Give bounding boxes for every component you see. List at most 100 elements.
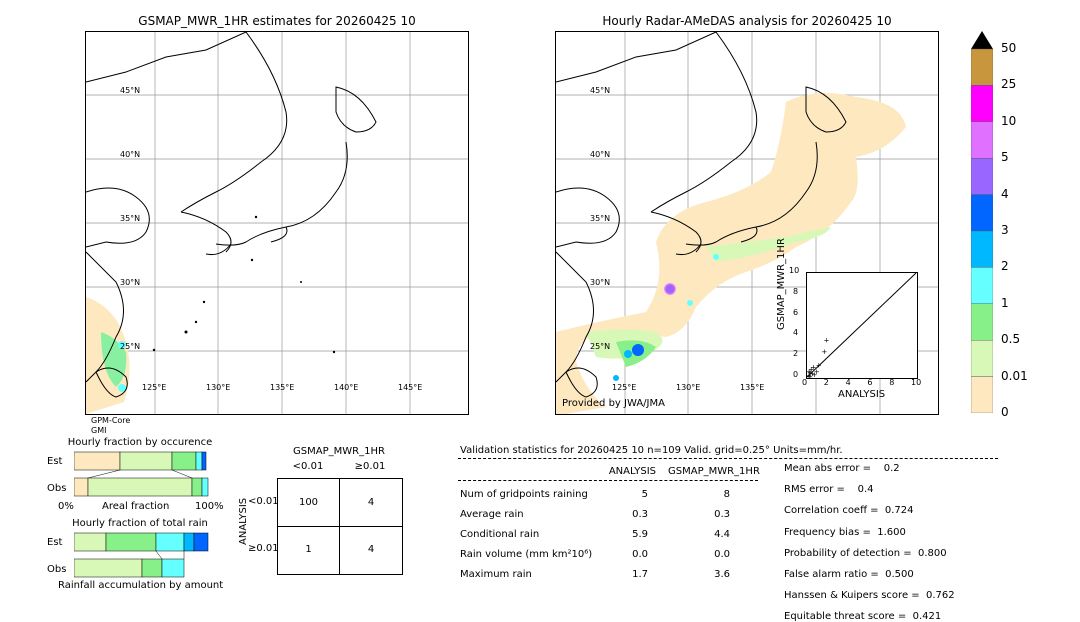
validation-subdivider xyxy=(458,480,758,481)
tr-est-seg-2 xyxy=(105,532,157,552)
contingency-title: GSMAP_MWR_1HR xyxy=(293,446,385,457)
scatter-point: + xyxy=(807,368,812,376)
right-lat-30: 30°N xyxy=(590,278,610,287)
right-lon-135: 135°E xyxy=(740,383,764,392)
validation-divider xyxy=(458,458,998,459)
scatter-ylabel: GSMAP_MWR_1HR xyxy=(776,238,787,330)
validation-score: Frequency bias = 1.600 xyxy=(784,526,906,538)
scatter-svg: ++++++++++++ xyxy=(806,272,917,381)
colorbar-label: 1 xyxy=(1001,295,1009,310)
right-lon-130: 130°E xyxy=(676,383,700,392)
occurrence-title: Hourly fraction by occurence xyxy=(67,437,213,448)
contingency-col-1: <0.01 xyxy=(292,461,324,472)
colorbar-swatch xyxy=(970,194,994,232)
validation-row-label: Num of gridpoints raining xyxy=(460,489,588,500)
scatter-point: + xyxy=(807,373,813,378)
right-rain-cell-4 xyxy=(664,283,676,295)
left-map-gridlines xyxy=(86,32,468,414)
tr-obs-seg-3 xyxy=(161,558,185,578)
tr-obs-seg-1 xyxy=(74,558,143,578)
occurrence-axis-left: 0% xyxy=(58,501,74,512)
tr-est-seg-1 xyxy=(74,532,107,552)
colorbar-label: 25 xyxy=(1001,77,1017,92)
validation-row-label: Maximum rain xyxy=(460,569,532,580)
scatter-ytick: 0 xyxy=(793,370,799,379)
contingency-row-1: <0.01 xyxy=(248,496,279,507)
left-lon-145: 145°E xyxy=(398,383,422,392)
validation-score: Probability of detection = 0.800 xyxy=(784,547,947,559)
occurrence-row-est: Est xyxy=(47,456,63,467)
scatter-point: + xyxy=(824,337,830,345)
scatter-point: + xyxy=(821,348,827,356)
validation-row-a: 5 xyxy=(641,489,648,500)
validation-row-a: 0.3 xyxy=(632,509,648,520)
tr-obs-seg-2 xyxy=(141,558,163,578)
colorbar-extend-arrow xyxy=(971,31,993,49)
validation-score: Hanssen & Kuipers score = 0.762 xyxy=(784,590,955,602)
right-map-panel: 45°N 40°N 35°N 30°N 25°N 125°E 130°E 135… xyxy=(555,31,939,415)
occurrence-axis-mid: Areal fraction xyxy=(102,501,170,512)
scatter-ylabel-wrap: GSMAP_MWR_1HR xyxy=(776,238,787,330)
colorbar-swatch xyxy=(970,157,994,195)
scatter-point: + xyxy=(814,368,820,376)
left-lat-30: 30°N xyxy=(120,278,140,287)
validation-score: RMS error = 0.4 xyxy=(784,484,874,496)
validation-header: Validation statistics for 20260425 10 n=… xyxy=(460,445,843,456)
left-map-footer-1: GPM-Core xyxy=(91,416,131,425)
contingency-cell-22: 4 xyxy=(367,544,375,555)
colorbar-swatch xyxy=(970,376,994,414)
occ-obs-seg-4 xyxy=(201,477,209,497)
colorbar-label: 0.01 xyxy=(1001,368,1028,383)
scatter-point: + xyxy=(816,362,822,370)
contingency-col-2: ≥0.01 xyxy=(354,461,386,472)
total-rain-footer: Rainfall accumulation by amount xyxy=(58,580,224,591)
scatter-point: + xyxy=(807,369,813,377)
validation-row-label: Conditional rain xyxy=(460,529,540,540)
right-lat-40: 40°N xyxy=(590,150,610,159)
scatter-ytick: 8 xyxy=(793,286,799,296)
scatter-inset: ++++++++++++ xyxy=(806,272,918,381)
validation-row-a: 5.9 xyxy=(632,529,648,540)
colorbar xyxy=(970,31,994,414)
left-map-footer-2: GMI xyxy=(91,426,107,435)
validation-score: Correlation coeff = 0.724 xyxy=(784,505,914,517)
left-lon-140: 140°E xyxy=(334,383,358,392)
occ-est-seg-5 xyxy=(201,451,207,471)
scatter-xlabel: ANALYSIS xyxy=(838,389,886,400)
right-rain-cell-6 xyxy=(713,254,719,260)
tr-est-seg-3 xyxy=(155,532,185,552)
occurrence-bars xyxy=(74,451,209,497)
left-lat-45: 45°N xyxy=(120,86,140,95)
left-small-islands xyxy=(152,215,336,354)
validation-row-g: 4.4 xyxy=(714,529,730,540)
right-coastlines xyxy=(556,32,847,398)
right-rain-band-1 xyxy=(706,227,831,262)
right-lat-25: 25°N xyxy=(590,342,610,351)
scatter-point: + xyxy=(807,372,812,378)
left-map-panel: 45°N 40°N 35°N 30°N 25°N 125°E 130°E 135… xyxy=(85,31,469,415)
occ-obs-seg-3 xyxy=(191,477,203,497)
occ-obs-seg-2 xyxy=(87,477,193,497)
left-lon-125: 125°E xyxy=(142,383,166,392)
colorbar-svg xyxy=(970,31,994,414)
tr-est-seg-5 xyxy=(193,532,209,552)
colorbar-label: 4 xyxy=(1001,186,1009,201)
validation-row-g: 0.0 xyxy=(714,549,730,560)
contingency-cell-11: 100 xyxy=(298,497,319,508)
left-map-title: GSMAP_MWR_1HR estimates for 20260425 10 xyxy=(138,14,416,28)
colorbar-swatch xyxy=(970,340,994,377)
occ-est-seg-1 xyxy=(74,451,121,471)
right-rain-cell-2 xyxy=(624,350,632,358)
scatter-ytick: 4 xyxy=(793,328,799,338)
left-lon-135: 135°E xyxy=(270,383,294,392)
colorbar-swatch xyxy=(970,48,994,86)
right-rain-cell-3 xyxy=(613,375,619,381)
scatter-point: + xyxy=(810,364,816,372)
right-map-title: Hourly Radar-AMeDAS analysis for 2026042… xyxy=(602,14,892,28)
contingency-cell-12: 4 xyxy=(367,497,375,508)
colorbar-label: 50 xyxy=(1001,41,1017,55)
right-lon-125: 125°E xyxy=(612,383,636,392)
scatter-xtick: 8 xyxy=(889,378,895,387)
validation-score: False alarm ratio = 0.500 xyxy=(784,569,914,580)
scatter-xtick: 0 xyxy=(802,378,808,387)
